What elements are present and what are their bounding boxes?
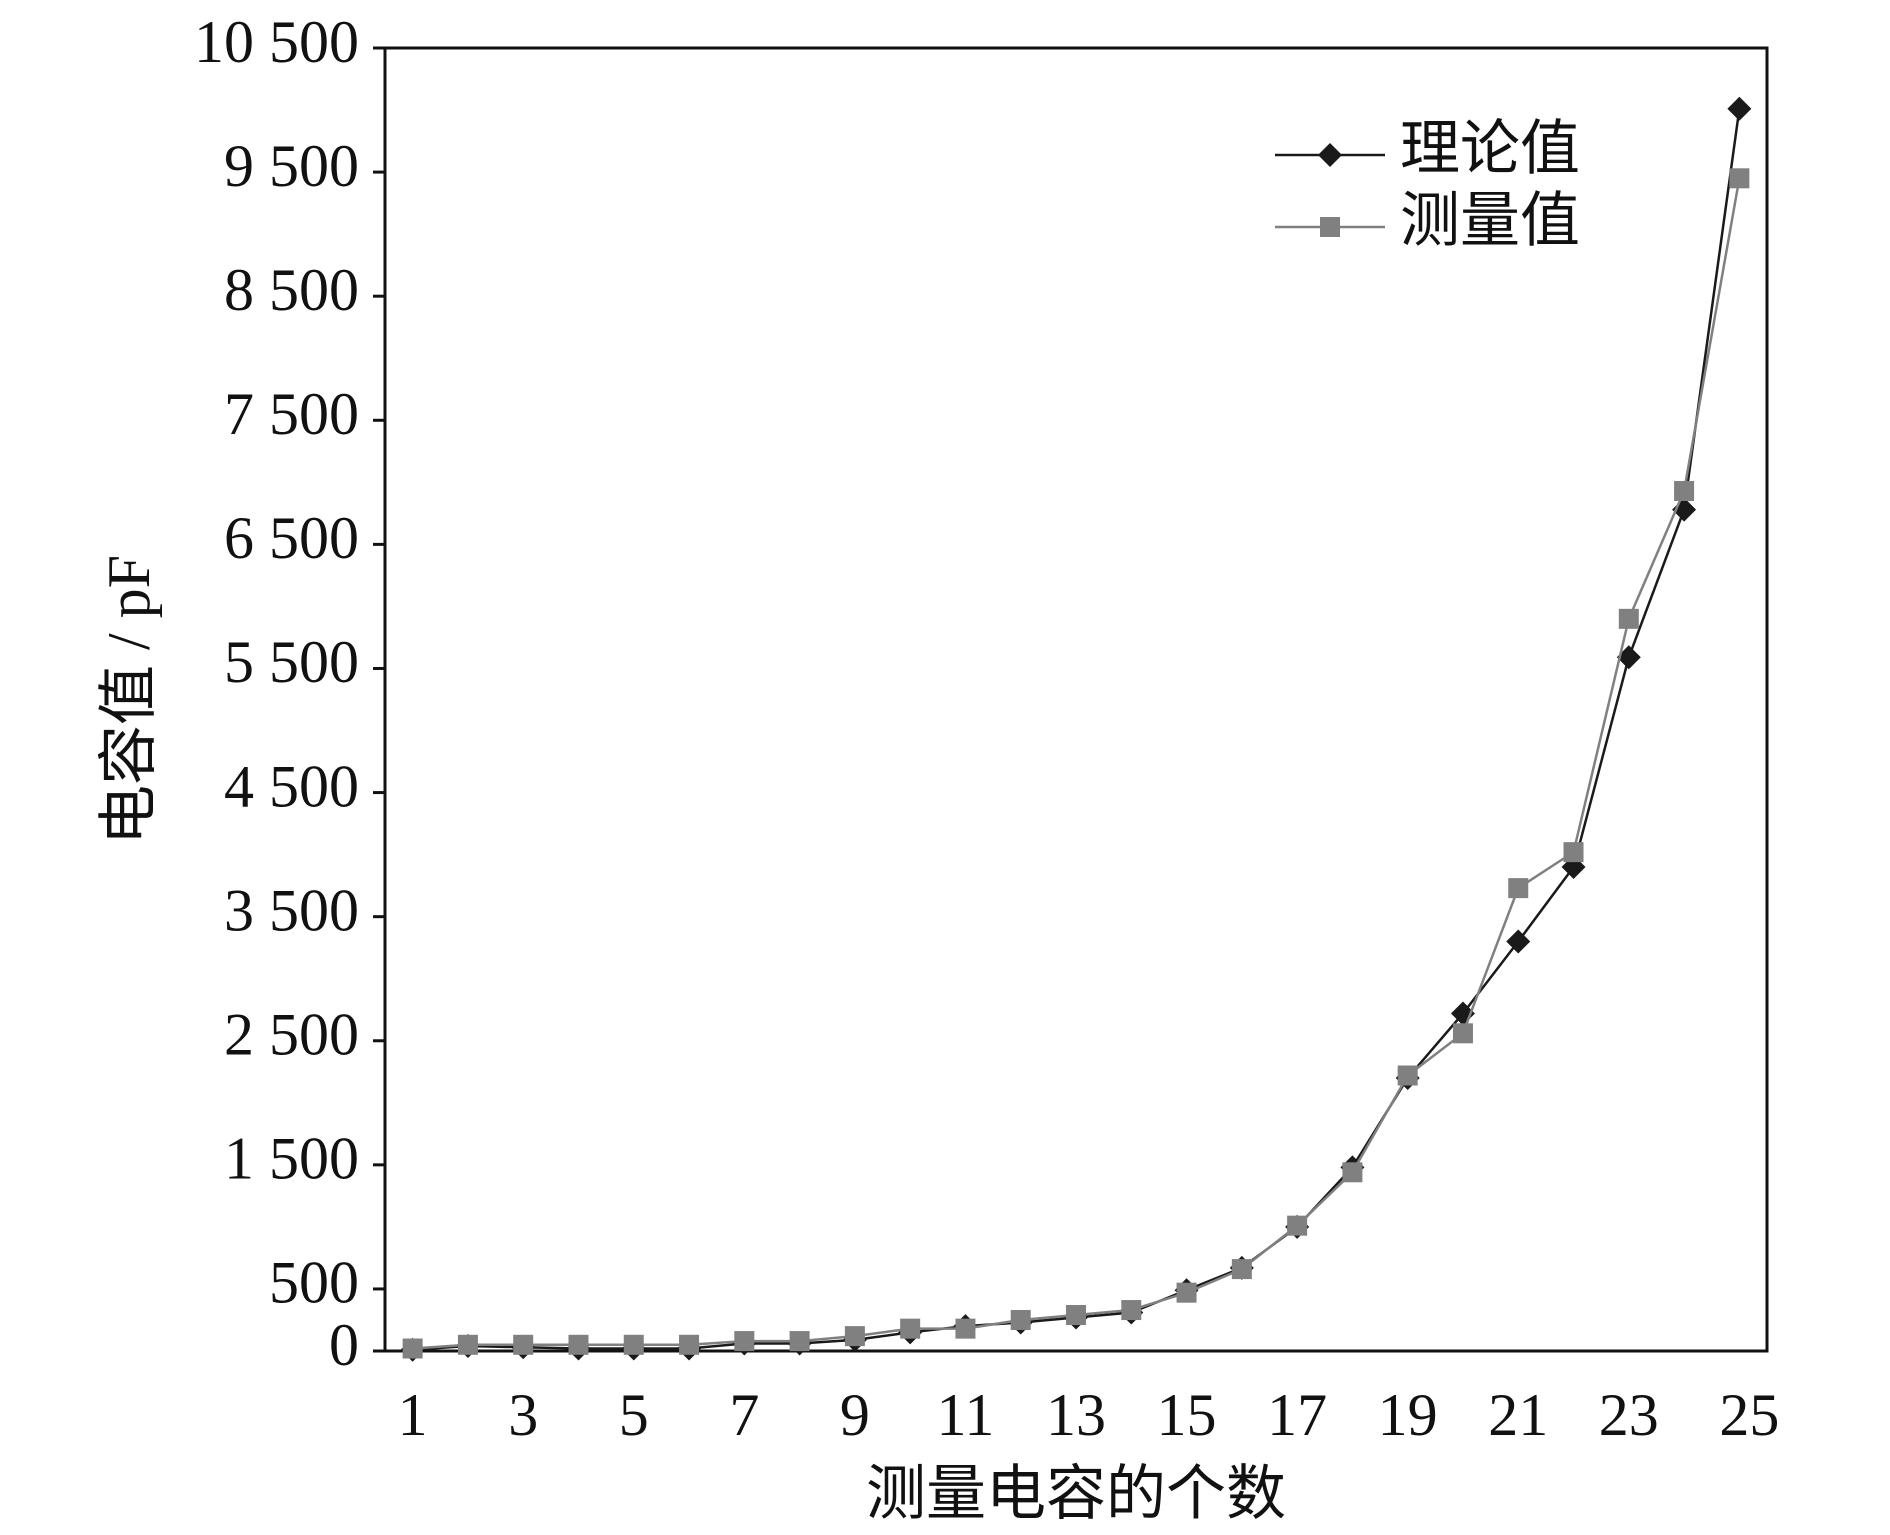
x-tick-label: 15 xyxy=(1157,1382,1217,1448)
data-point xyxy=(789,1331,810,1352)
data-point xyxy=(1231,1259,1252,1280)
x-tick-label: 9 xyxy=(840,1382,870,1448)
x-tick-label: 3 xyxy=(508,1382,538,1448)
x-tick-label: 13 xyxy=(1046,1382,1106,1448)
data-point xyxy=(1010,1309,1031,1330)
legend-marker xyxy=(1320,217,1340,237)
data-point xyxy=(568,1334,589,1355)
data-point xyxy=(1563,842,1584,863)
y-tick-label: 0 xyxy=(329,1312,359,1378)
data-point xyxy=(1727,96,1752,121)
y-tick-label: 8 500 xyxy=(224,257,359,323)
data-point xyxy=(402,1338,423,1359)
data-point xyxy=(623,1334,644,1355)
y-tick-label: 5 500 xyxy=(224,629,359,695)
data-point xyxy=(1342,1162,1363,1183)
data-point xyxy=(457,1334,478,1355)
y-tick-label: 2 500 xyxy=(224,1002,359,1068)
x-tick-label: 25 xyxy=(1719,1382,1779,1448)
x-tick-label: 17 xyxy=(1267,1382,1327,1448)
y-tick-label: 4 500 xyxy=(224,753,359,819)
x-tick-label: 1 xyxy=(398,1382,428,1448)
data-point xyxy=(1176,1282,1197,1303)
legend-label: 测量值 xyxy=(1400,188,1580,254)
data-point xyxy=(1616,645,1641,670)
data-point xyxy=(1452,1023,1473,1044)
x-tick-label: 21 xyxy=(1488,1382,1548,1448)
y-axis-label: 电容值 / pF xyxy=(96,555,162,845)
y-tick-label: 500 xyxy=(269,1250,359,1316)
y-tick-label: 7 500 xyxy=(224,381,359,447)
data-point xyxy=(1121,1300,1142,1321)
x-tick-label: 19 xyxy=(1378,1382,1438,1448)
x-axis-label: 测量电容的个数 xyxy=(866,1461,1286,1527)
data-point xyxy=(844,1326,865,1347)
y-tick-label: 10 500 xyxy=(194,9,359,75)
data-point xyxy=(955,1318,976,1339)
y-tick-label: 3 500 xyxy=(224,877,359,943)
data-point xyxy=(1618,608,1639,629)
data-point xyxy=(734,1331,755,1352)
x-tick-label: 5 xyxy=(619,1382,649,1448)
plot-frame xyxy=(383,46,1769,1353)
data-point xyxy=(1287,1215,1308,1236)
data-point xyxy=(1397,1065,1418,1086)
x-tick-label: 7 xyxy=(729,1382,759,1448)
data-point xyxy=(679,1334,700,1355)
data-point xyxy=(1506,929,1531,954)
data-point xyxy=(900,1318,921,1339)
x-tick-label: 11 xyxy=(937,1382,995,1448)
legend-marker xyxy=(1318,143,1342,167)
y-tick-label: 1 500 xyxy=(224,1126,359,1192)
data-point xyxy=(1066,1305,1086,1326)
data-point xyxy=(1674,481,1695,502)
data-point xyxy=(1508,878,1529,899)
data-point xyxy=(1729,168,1750,189)
series-line xyxy=(412,178,1741,1350)
y-tick-label: 6 500 xyxy=(224,505,359,571)
series-line xyxy=(412,108,1741,1352)
x-tick-label: 23 xyxy=(1599,1382,1659,1448)
y-tick-label: 9 500 xyxy=(224,133,359,199)
legend-label: 理论值 xyxy=(1400,116,1580,182)
data-point xyxy=(513,1334,534,1355)
